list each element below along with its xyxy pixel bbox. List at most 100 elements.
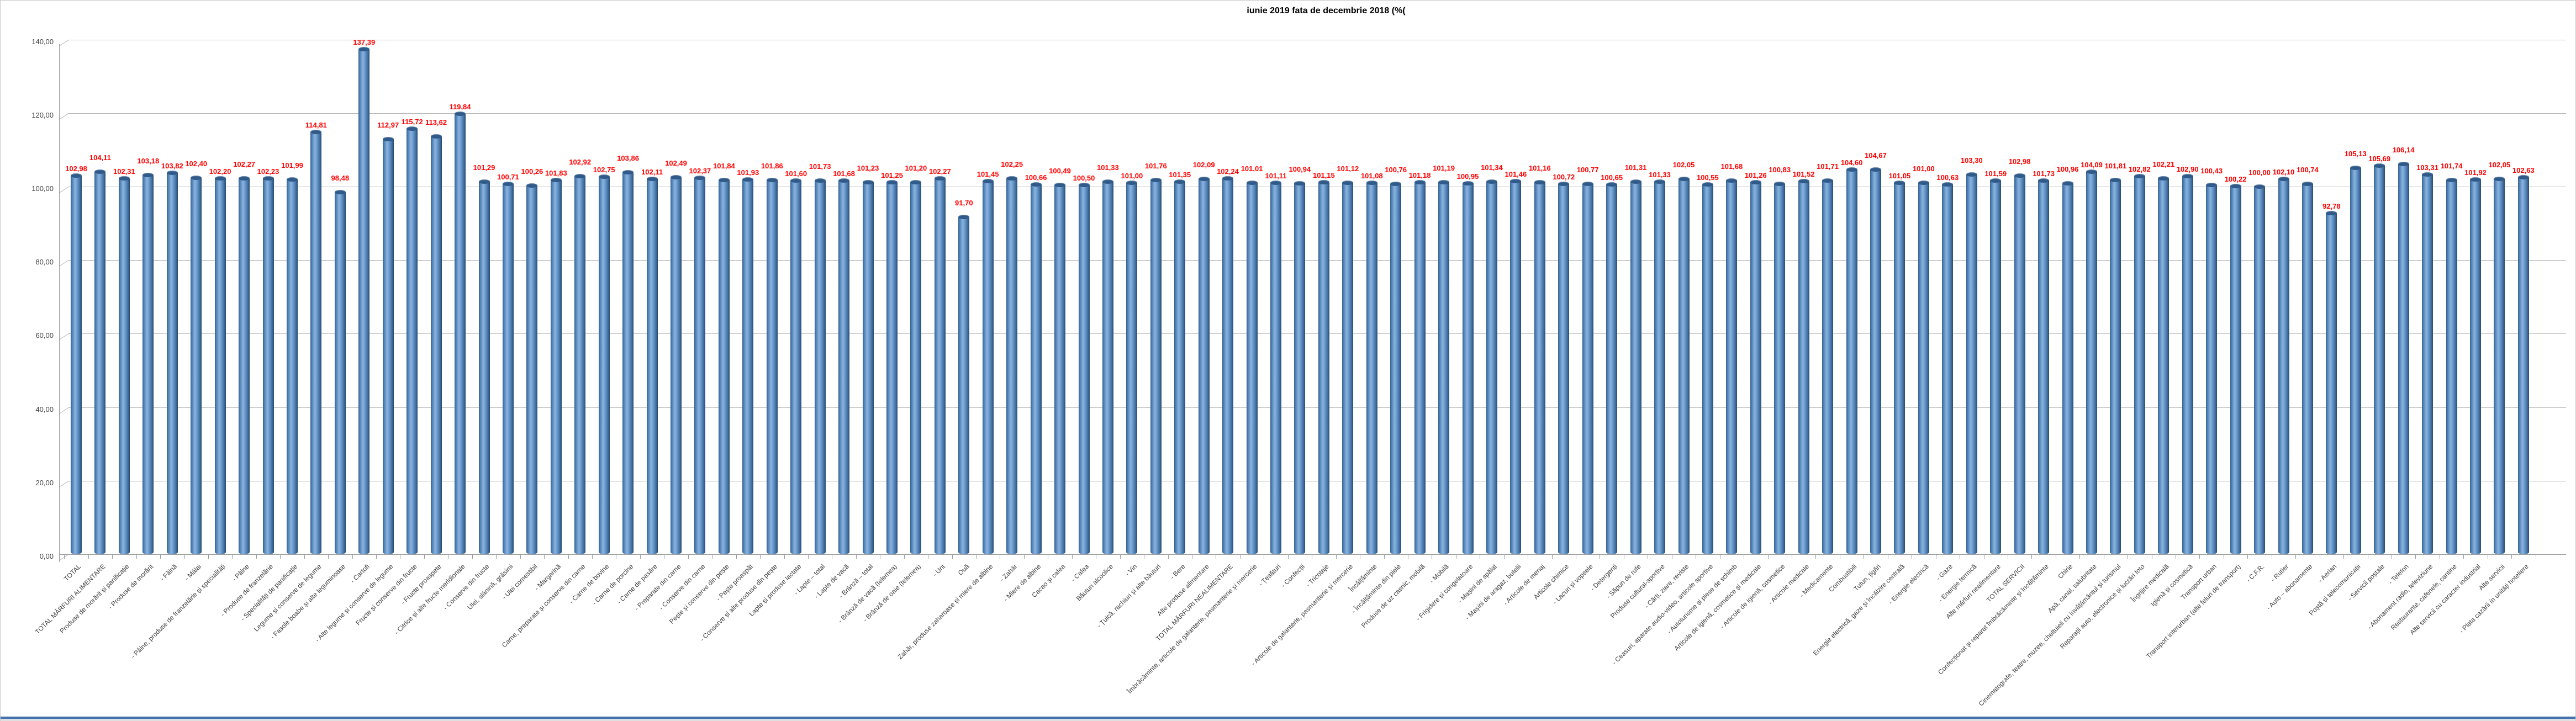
bar[interactable] xyxy=(334,190,346,554)
bar[interactable] xyxy=(1006,176,1018,554)
bar[interactable] xyxy=(2517,174,2529,554)
bar[interactable] xyxy=(2446,178,2457,554)
bar[interactable] xyxy=(2014,173,2025,554)
bar[interactable] xyxy=(1438,180,1450,554)
bar[interactable] xyxy=(862,179,874,554)
bar[interactable] xyxy=(502,182,514,554)
bar[interactable] xyxy=(2278,177,2289,554)
bar[interactable] xyxy=(766,177,778,554)
bar[interactable] xyxy=(1942,182,1954,554)
bar[interactable] xyxy=(1606,182,1618,554)
bar[interactable] xyxy=(262,176,274,554)
bar[interactable] xyxy=(838,178,850,554)
bar[interactable] xyxy=(958,215,970,554)
bar[interactable] xyxy=(1342,180,1354,554)
bar[interactable] xyxy=(574,173,586,554)
bar[interactable] xyxy=(2301,182,2313,554)
bar[interactable] xyxy=(287,177,298,554)
bar[interactable] xyxy=(622,170,634,554)
bar[interactable] xyxy=(1150,178,1162,554)
chart-title[interactable]: iunie 2019 fata de decembrie 2018 (%( xyxy=(1247,6,1406,15)
bar[interactable] xyxy=(982,179,994,554)
bar[interactable] xyxy=(1390,181,1402,554)
bar[interactable] xyxy=(1918,181,1929,554)
bar[interactable] xyxy=(814,178,826,554)
bar[interactable] xyxy=(2062,181,2073,554)
bar[interactable] xyxy=(742,177,754,554)
bar[interactable] xyxy=(1750,179,1761,554)
bar[interactable] xyxy=(358,47,370,554)
bar[interactable] xyxy=(214,176,226,554)
bar[interactable] xyxy=(2350,165,2361,554)
bar[interactable] xyxy=(455,111,466,554)
bar[interactable] xyxy=(1966,172,1977,554)
bar[interactable] xyxy=(1294,181,1306,554)
bar[interactable] xyxy=(2134,174,2145,554)
bar[interactable] xyxy=(2494,177,2505,554)
bar[interactable] xyxy=(1030,182,1042,554)
bar[interactable] xyxy=(2086,169,2097,554)
bar[interactable] xyxy=(1654,179,1665,554)
bar[interactable] xyxy=(1510,179,1522,554)
bar[interactable] xyxy=(1078,182,1090,554)
bar[interactable] xyxy=(646,176,658,554)
bar[interactable] xyxy=(790,178,802,554)
bar[interactable] xyxy=(310,130,322,554)
bar[interactable] xyxy=(2398,162,2409,554)
bar[interactable] xyxy=(1318,180,1329,554)
bar[interactable] xyxy=(2038,178,2050,554)
bar[interactable] xyxy=(1366,180,1377,554)
bar[interactable] xyxy=(71,173,82,554)
bar[interactable] xyxy=(1174,179,1186,554)
bar[interactable] xyxy=(1198,177,1210,554)
bar[interactable] xyxy=(2374,163,2385,554)
bar[interactable] xyxy=(910,180,922,554)
bar[interactable] xyxy=(671,175,682,554)
bar[interactable] xyxy=(1582,181,1593,554)
bar[interactable] xyxy=(1126,181,1138,554)
bar[interactable] xyxy=(2422,172,2434,554)
bar[interactable] xyxy=(1486,179,1497,554)
bar[interactable] xyxy=(1678,177,1690,554)
bar[interactable] xyxy=(1270,180,1281,554)
bar[interactable] xyxy=(1054,182,1065,554)
bar[interactable] xyxy=(1798,178,1809,554)
bar[interactable] xyxy=(598,174,610,554)
bar[interactable] xyxy=(1246,181,1258,554)
bar[interactable] xyxy=(142,172,154,554)
bar[interactable] xyxy=(934,176,946,554)
bar[interactable] xyxy=(1630,179,1641,554)
bar[interactable] xyxy=(694,176,706,554)
bar[interactable] xyxy=(1990,178,2002,554)
bar[interactable] xyxy=(1222,176,1234,554)
bar[interactable] xyxy=(382,136,394,554)
bar[interactable] xyxy=(94,169,106,554)
bar[interactable] xyxy=(1558,182,1570,554)
bar[interactable] xyxy=(239,176,250,554)
bar[interactable] xyxy=(1702,182,1713,554)
bar[interactable] xyxy=(2230,183,2241,554)
bar[interactable] xyxy=(1846,167,1857,554)
bar[interactable] xyxy=(886,179,898,554)
bar[interactable] xyxy=(478,179,490,554)
bar[interactable] xyxy=(2470,177,2481,554)
bar[interactable] xyxy=(1870,167,1881,554)
bar[interactable] xyxy=(718,177,730,554)
bar[interactable] xyxy=(1726,178,1738,554)
bar[interactable] xyxy=(1822,178,1834,554)
bar[interactable] xyxy=(1462,181,1474,554)
bar[interactable] xyxy=(407,126,418,554)
bar[interactable] xyxy=(191,176,202,554)
bar[interactable] xyxy=(118,176,130,554)
bar[interactable] xyxy=(1774,181,1786,554)
bar[interactable] xyxy=(1414,180,1426,554)
bar[interactable] xyxy=(2326,211,2337,554)
bar[interactable] xyxy=(2254,184,2265,554)
bar[interactable] xyxy=(526,183,538,554)
bar[interactable] xyxy=(2182,173,2193,554)
bar[interactable] xyxy=(550,177,562,554)
bar[interactable] xyxy=(1894,181,1905,554)
bar[interactable] xyxy=(166,170,178,554)
bar[interactable] xyxy=(2206,183,2218,554)
bar[interactable] xyxy=(1534,180,1545,554)
